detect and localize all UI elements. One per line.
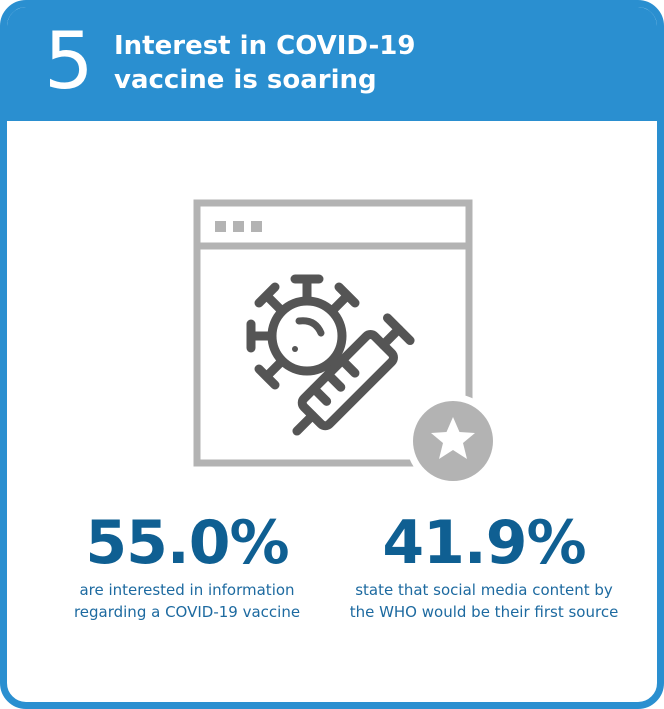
syringe-icon [292, 313, 415, 436]
browser-window-virus-syringe-icon [187, 191, 507, 491]
stat-description-line2: the WHO would be their first source [349, 603, 619, 621]
stat-description-line1: are interested in information [79, 581, 295, 599]
step-number: 5 [44, 17, 94, 107]
stat-description-line2: regarding a COVID-19 vaccine [73, 603, 301, 621]
header-title-line1: Interest in COVID-19 [114, 31, 416, 61]
stat-description: state that social media content by the W… [329, 579, 639, 623]
star-icon [431, 417, 475, 459]
stat-value: 55.0% [85, 508, 289, 578]
stat-who-source: 41.9% state that social media content by… [329, 507, 639, 623]
stat-value: 41.9% [382, 508, 586, 578]
virus-icon [246, 274, 360, 390]
stat-description: are interested in information regarding … [37, 579, 337, 623]
stat-description-line1: state that social media content by [355, 581, 613, 599]
header-title-line2: vaccine is soaring [114, 65, 377, 95]
card-header: 5 Interest in COVID-19 vaccine is soarin… [7, 7, 657, 121]
stat-interested: 55.0% are interested in information rega… [37, 507, 337, 623]
star-badge [406, 394, 500, 488]
header-title: Interest in COVID-19 vaccine is soaring [114, 29, 534, 97]
browser-window-icon [193, 199, 473, 467]
